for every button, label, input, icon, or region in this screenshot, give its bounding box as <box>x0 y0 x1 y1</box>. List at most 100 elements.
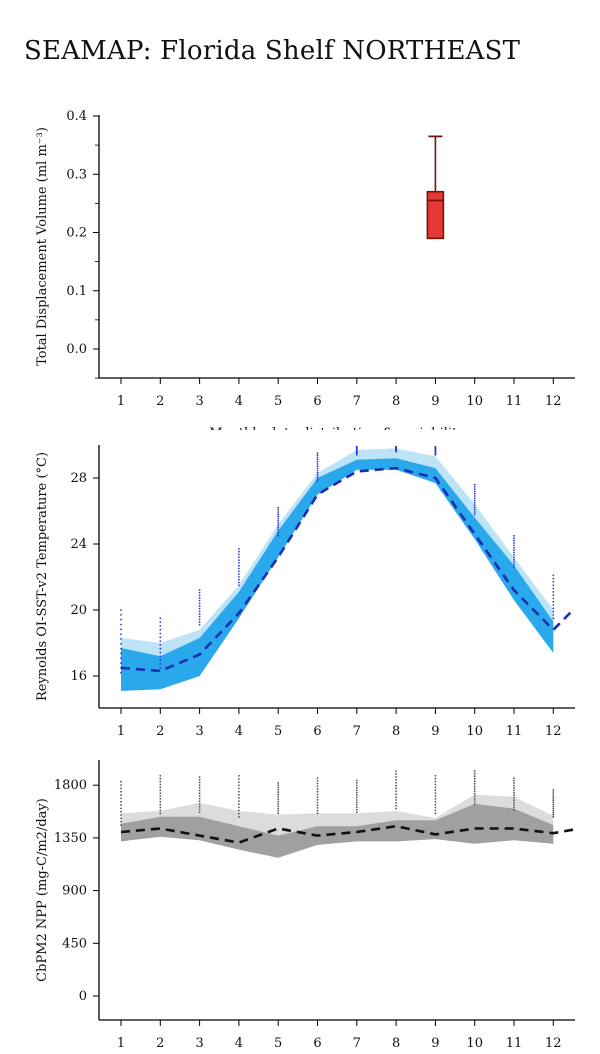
observation-point <box>473 782 476 785</box>
observation-point <box>513 784 515 787</box>
observation-point <box>513 799 515 801</box>
observation-point <box>473 777 476 780</box>
observation-point <box>159 663 162 665</box>
x-tick-label: 2 <box>156 1036 164 1051</box>
observation-point <box>277 784 280 787</box>
x-axis-title: Monthly data distribution & variability <box>209 426 465 441</box>
observation-point <box>316 796 319 798</box>
x-tick-label: 1 <box>117 1036 125 1051</box>
observation-point <box>513 559 515 561</box>
observation-point <box>316 465 319 468</box>
observation-point <box>395 807 397 810</box>
observation-point <box>513 804 515 806</box>
observation-point <box>120 817 122 820</box>
observation-point <box>198 597 201 600</box>
observation-point <box>513 534 515 537</box>
observation-point <box>277 810 280 812</box>
observation-point <box>277 521 280 524</box>
observation-point <box>277 534 280 537</box>
observation-point <box>513 544 515 547</box>
observation-point <box>434 800 437 803</box>
observation-point <box>473 483 476 486</box>
observation-point <box>159 795 162 797</box>
observation-point <box>316 476 319 478</box>
observation-point <box>120 787 122 790</box>
observation-point <box>238 578 240 581</box>
observation-point <box>238 793 240 796</box>
observation-point <box>159 651 162 654</box>
observation-point <box>159 777 162 780</box>
observation-point <box>434 798 437 800</box>
x-tick-label: 12 <box>545 724 562 739</box>
observation-point <box>159 786 162 789</box>
observation-point <box>513 563 515 566</box>
observation-point <box>473 495 476 497</box>
observation-point <box>355 799 358 801</box>
x-tick-label: 8 <box>392 724 400 739</box>
observation-point <box>552 789 555 791</box>
x-tick-label: 2 <box>156 724 164 739</box>
observation-point <box>395 799 397 801</box>
observation-point <box>238 550 240 553</box>
x-tick-label: 3 <box>195 724 203 739</box>
observation-point <box>198 803 201 805</box>
observation-point <box>552 581 555 583</box>
observation-point <box>513 808 515 811</box>
observation-point <box>473 785 476 788</box>
observation-point <box>277 511 280 513</box>
observation-point <box>238 812 240 815</box>
observation-point <box>159 644 162 646</box>
observation-point <box>552 577 555 580</box>
observation-point <box>198 808 201 811</box>
observation-point <box>120 800 122 803</box>
observation-point <box>395 804 397 807</box>
observation-point <box>473 780 476 783</box>
x-tick-label: 7 <box>353 394 361 409</box>
observation-point <box>316 469 319 472</box>
observation-point <box>198 602 201 605</box>
observation-point <box>238 815 240 818</box>
observation-point <box>159 783 162 786</box>
observation-point <box>238 570 240 573</box>
observation-point <box>355 796 358 799</box>
observation-point <box>434 783 437 786</box>
observation-point <box>198 781 201 784</box>
observation-point <box>552 803 555 806</box>
observation-point <box>552 795 555 797</box>
observation-point <box>552 811 555 814</box>
observation-point <box>159 625 162 627</box>
observation-point <box>434 795 437 797</box>
observation-point <box>473 508 476 511</box>
observation-point <box>159 640 162 642</box>
observation-point <box>395 781 397 784</box>
observation-point <box>434 774 437 777</box>
x-tick-label: 1 <box>117 724 125 739</box>
observation-point <box>316 793 319 796</box>
x-tick-label: 5 <box>274 724 282 739</box>
y-tick-label: 0.4 <box>66 109 87 124</box>
observation-point <box>552 597 555 600</box>
x-tick-label: 10 <box>466 1036 483 1051</box>
observation-point <box>277 517 280 520</box>
observation-point <box>159 774 162 777</box>
observation-point <box>513 539 515 542</box>
observation-point <box>277 793 280 796</box>
observation-point <box>277 532 280 535</box>
observation-point <box>473 499 476 502</box>
observation-point <box>277 800 280 803</box>
observation-point <box>238 781 240 783</box>
observation-point <box>120 820 122 823</box>
observation-point <box>159 636 162 639</box>
observation-point <box>159 621 162 623</box>
observation-point <box>277 513 280 516</box>
observation-point <box>238 800 240 802</box>
observation-point <box>316 801 319 804</box>
observation-point <box>198 605 201 608</box>
observation-point <box>277 786 280 789</box>
observation-point <box>120 613 122 616</box>
x-tick-label: 7 <box>353 1036 361 1051</box>
x-tick-label: 2 <box>156 394 164 409</box>
observation-point <box>277 791 280 794</box>
